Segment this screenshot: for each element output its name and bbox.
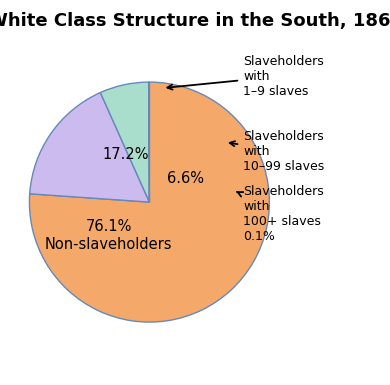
Text: 6.6%: 6.6% (167, 171, 204, 186)
Wedge shape (29, 82, 269, 322)
Text: 76.1%
Non-slaveholders: 76.1% Non-slaveholders (45, 219, 172, 252)
Text: Slaveholders
with
1–9 slaves: Slaveholders with 1–9 slaves (167, 55, 324, 97)
Text: 17.2%: 17.2% (102, 147, 149, 162)
Wedge shape (100, 82, 149, 202)
Title: White Class Structure in the South, 1860: White Class Structure in the South, 1860 (0, 12, 390, 30)
Wedge shape (30, 92, 149, 202)
Text: Slaveholders
with
100+ slaves
0.1%: Slaveholders with 100+ slaves 0.1% (237, 185, 324, 243)
Text: Slaveholders
with
10–99 slaves: Slaveholders with 10–99 slaves (230, 130, 324, 173)
